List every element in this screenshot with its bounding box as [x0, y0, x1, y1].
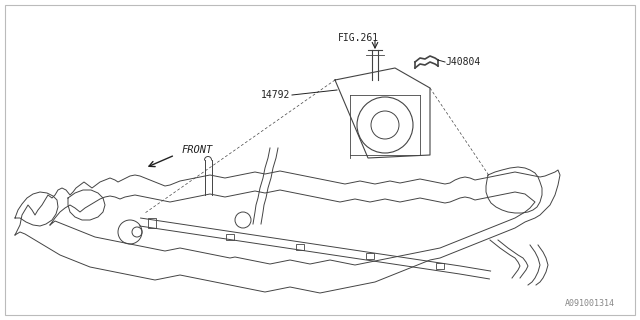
Text: A091001314: A091001314 — [565, 299, 615, 308]
Text: FIG.261: FIG.261 — [338, 33, 379, 43]
Bar — [296, 244, 304, 250]
Text: J40804: J40804 — [445, 57, 480, 67]
Bar — [436, 263, 444, 269]
Bar — [148, 218, 156, 228]
Text: 14792: 14792 — [260, 90, 290, 100]
Text: FRONT: FRONT — [182, 145, 213, 155]
Bar — [366, 253, 374, 259]
Bar — [226, 234, 234, 240]
